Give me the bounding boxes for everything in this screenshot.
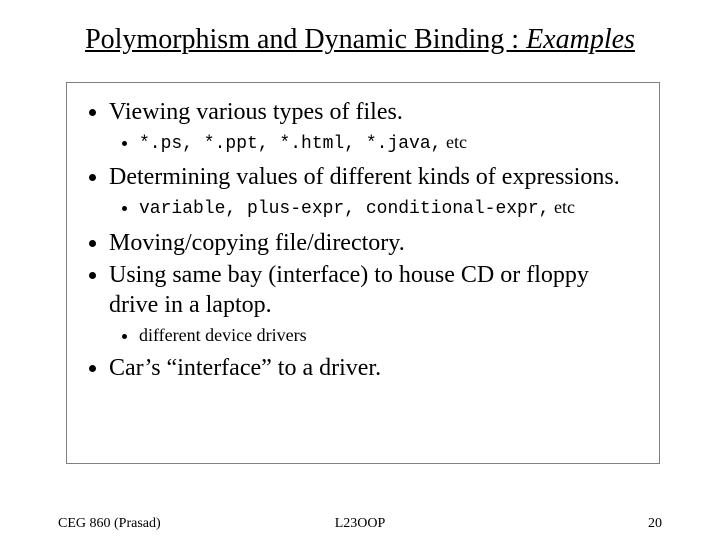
bullet-text: Viewing various types of files. <box>109 99 403 125</box>
sub-bullet-mono: *.ps, *.ppt, *.html, *.java, <box>139 134 441 154</box>
bullet-text: Moving/copying file/directory. <box>109 230 405 256</box>
footer-page-number: 20 <box>648 516 662 532</box>
sub-bullet-mono: variable, plus-expr, conditional-expr, <box>139 199 549 219</box>
slide: Polymorphism and Dynamic Binding : Examp… <box>0 0 720 540</box>
bullet-item: Car’s “interface” to a driver. <box>109 353 639 383</box>
footer-center: L23OOP <box>0 516 720 532</box>
title-text-emphasis: Examples <box>526 24 635 55</box>
bullet-item: Moving/copying file/directory. <box>109 228 639 258</box>
sub-bullet-tail: etc <box>549 197 574 217</box>
bullet-item: Using same bay (interface) to house CD o… <box>109 260 639 347</box>
bullet-text: Car’s “interface” to a driver. <box>109 355 381 381</box>
sub-bullet-item: *.ps, *.ppt, *.html, *.java, etc <box>139 131 639 156</box>
sub-bullet-list: variable, plus-expr, conditional-expr, e… <box>109 196 639 221</box>
content-box: Viewing various types of files. *.ps, *.… <box>66 82 660 464</box>
sub-bullet-list: different device drivers <box>109 324 639 347</box>
bullet-list: Viewing various types of files. *.ps, *.… <box>87 97 639 383</box>
sub-bullet-tail: etc <box>441 132 466 152</box>
sub-bullet-text: different device drivers <box>139 325 307 345</box>
sub-bullet-item: different device drivers <box>139 324 639 347</box>
title-text-main: Polymorphism and Dynamic Binding : <box>85 24 526 55</box>
bullet-text: Using same bay (interface) to house CD o… <box>109 262 589 318</box>
sub-bullet-item: variable, plus-expr, conditional-expr, e… <box>139 196 639 221</box>
sub-bullet-list: *.ps, *.ppt, *.html, *.java, etc <box>109 131 639 156</box>
bullet-text: Determining values of different kinds of… <box>109 164 620 190</box>
slide-title: Polymorphism and Dynamic Binding : Examp… <box>0 24 720 56</box>
bullet-item: Viewing various types of files. *.ps, *.… <box>109 97 639 156</box>
bullet-item: Determining values of different kinds of… <box>109 162 639 221</box>
